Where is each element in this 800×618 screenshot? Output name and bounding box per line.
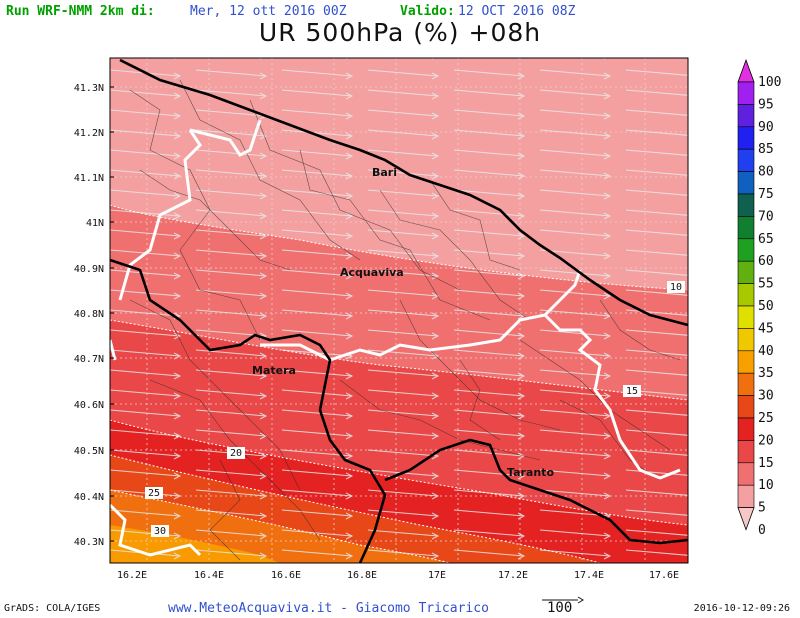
lat-tick-label: 41.2N: [74, 128, 104, 139]
colorbar-segment: [737, 148, 755, 172]
colorbar-segment: [737, 440, 755, 464]
city-label: Acquaviva: [340, 266, 404, 279]
svg-text:25: 25: [148, 488, 160, 499]
lat-tick-label: 41.3N: [74, 83, 104, 94]
valid-label: Valido:: [400, 4, 455, 19]
colorbar-label: 60: [758, 254, 774, 269]
timestamp: 2016-10-12-09:26: [693, 603, 790, 614]
colorbar-segment: [737, 350, 755, 374]
map-frame: [109, 57, 689, 564]
svg-text:20: 20: [230, 448, 242, 459]
lat-tick-label: 40.5N: [74, 446, 104, 457]
city-label: Matera: [252, 364, 296, 377]
lat-tick-label: 40.7N: [74, 354, 104, 365]
colorbar-segment: [737, 193, 755, 217]
colorbar-label: 50: [758, 299, 774, 314]
svg-text:10: 10: [670, 282, 682, 293]
grads-credit: GrADS: COLA/IGES: [4, 603, 101, 614]
colorbar-segment: [737, 462, 755, 486]
colorbar-bottom-arrow: [737, 507, 755, 531]
colorbar-segment: [737, 104, 755, 128]
svg-text:15: 15: [626, 386, 638, 397]
site-credit: www.MeteoAcquaviva.it - Giacomo Tricaric…: [168, 601, 489, 616]
colorbar-segment: [737, 260, 755, 284]
colorbar-label: 40: [758, 344, 774, 359]
colorbar-segment: [737, 395, 755, 419]
colorbar-label: 85: [758, 142, 774, 157]
lon-tick-label: 16.2E: [117, 570, 147, 581]
lat-tick-label: 41N: [86, 218, 104, 229]
lon-tick-label: 16.6E: [271, 570, 301, 581]
colorbar-segment: [737, 417, 755, 441]
city-labels: Bari Acquaviva Matera Taranto: [252, 166, 554, 479]
svg-text:30: 30: [154, 526, 166, 537]
contour-labels: 10 15 20 25 30: [145, 281, 685, 537]
colorbar-segment: [737, 283, 755, 307]
colorbar-segment: [737, 81, 755, 105]
colorbar-label: 95: [758, 97, 774, 112]
coastline: [110, 58, 688, 563]
lat-tick-label: 40.9N: [74, 264, 104, 275]
valid-date: 12 OCT 2016 08Z: [458, 4, 576, 19]
colorbar-label: 20: [758, 433, 774, 448]
run-label: Run WRF-NMM 2km di:: [6, 4, 155, 19]
colorbar-label: 10: [758, 478, 774, 493]
colorbar-segment: [737, 216, 755, 240]
rh-band-10-15: [110, 205, 688, 400]
map-plot-area: [110, 58, 688, 563]
lat-tick-label: 40.6N: [74, 400, 104, 411]
rh-band-5-10: [110, 58, 688, 290]
colorbar-label: 75: [758, 187, 774, 202]
colorbar-label: 70: [758, 209, 774, 224]
colorbar-label: 55: [758, 277, 774, 292]
colorbar-segment: [737, 126, 755, 150]
vector-reference-label: 100: [547, 600, 573, 616]
colorbar-label: 65: [758, 232, 774, 247]
lon-tick-label: 16.8E: [347, 570, 377, 581]
colorbar-segment: [737, 484, 755, 508]
lat-tick-label: 40.3N: [74, 537, 104, 548]
colorbar-segment: [737, 171, 755, 195]
contour-label: 25: [145, 487, 163, 499]
lat-tick-label: 40.8N: [74, 309, 104, 320]
colorbar-label: 35: [758, 366, 774, 381]
lon-tick-label: 17.4E: [574, 570, 604, 581]
vector-reference-arrow-icon: [542, 596, 584, 604]
lat-tick-label: 41.1N: [74, 173, 104, 184]
lat-tick-label: 40.4N: [74, 492, 104, 503]
colorbar-label: 80: [758, 165, 774, 180]
colorbar-label: 45: [758, 321, 774, 336]
colorbar-segment: [737, 372, 755, 396]
colorbar-top-arrow: [737, 58, 755, 83]
contour-label: 10: [667, 281, 685, 293]
city-label: Bari: [372, 166, 397, 179]
colorbar-label: 15: [758, 456, 774, 471]
colorbar-label: 100: [758, 75, 781, 90]
contour-label: 15: [623, 385, 641, 397]
city-label: Taranto: [507, 466, 554, 479]
lon-tick-label: 17.2E: [498, 570, 528, 581]
wind-streamlines: [110, 58, 688, 560]
colorbar-segment: [737, 305, 755, 329]
colorbar-label: 0: [758, 523, 766, 538]
lon-tick-label: 16.4E: [194, 570, 224, 581]
map-title: UR 500hPa (%) +08h: [258, 18, 542, 47]
latitude-axis: 41.3N 41.2N 41.1N 41N 40.9N 40.8N 40.7N 40.6N 40…: [74, 83, 114, 548]
colorbar-label: 5: [758, 501, 766, 516]
colorbar-label: 25: [758, 411, 774, 426]
colorbar-segment: [737, 238, 755, 262]
colorbar-label: 30: [758, 389, 774, 404]
colorbar: 1009590858075706560555045403530252015105…: [737, 58, 781, 538]
longitude-axis: 16.2E 16.4E 16.6E 16.8E 17E 17.2E 17.4E 17.6E: [117, 570, 679, 581]
lon-tick-label: 17.6E: [649, 570, 679, 581]
contour-label: 20: [227, 447, 245, 459]
colorbar-segment: [737, 328, 755, 352]
contour-label: 30: [151, 525, 169, 537]
region-borders: [110, 119, 681, 557]
run-date: Mer, 12 ott 2016 00Z: [190, 4, 347, 19]
colorbar-label: 90: [758, 120, 774, 135]
lon-tick-label: 17E: [428, 570, 446, 581]
